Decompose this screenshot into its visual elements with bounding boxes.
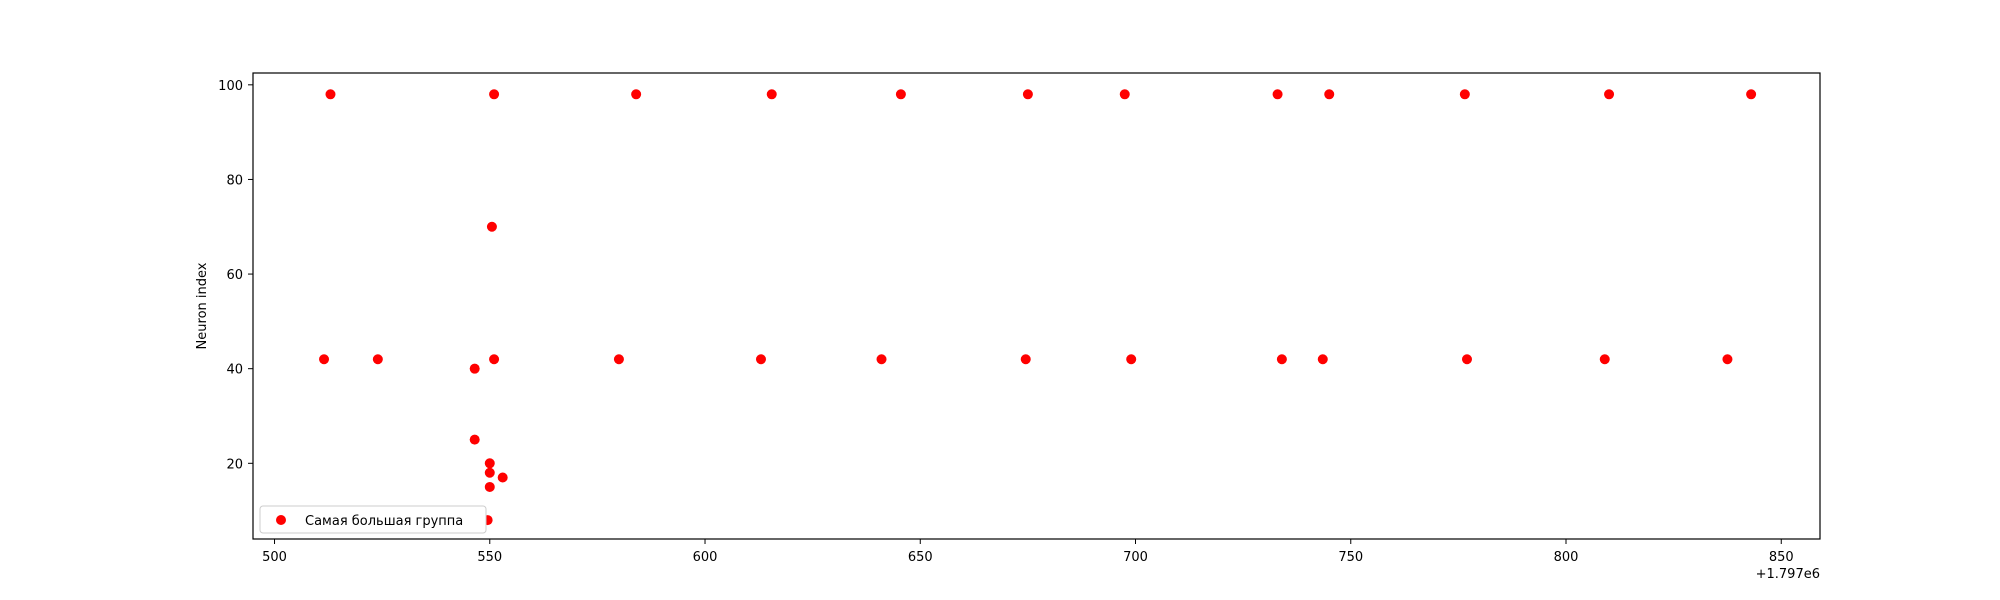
x-tick-label: 850 — [1769, 550, 1794, 565]
data-point — [613, 354, 624, 365]
data-point — [325, 89, 336, 100]
data-point — [1604, 89, 1615, 100]
legend-box — [259, 505, 487, 534]
data-point — [489, 354, 500, 365]
y-axis-ticks: 20 40 60 80 100 — [218, 79, 253, 472]
data-point — [1276, 354, 1287, 365]
x-tick-label: 500 — [262, 550, 287, 565]
data-point — [1317, 354, 1328, 365]
data-point — [469, 434, 480, 445]
data-point — [1722, 354, 1733, 365]
x-tick-label: 550 — [477, 550, 502, 565]
legend: Самая большая группа — [259, 505, 487, 534]
data-points — [319, 89, 1757, 526]
legend-marker — [276, 515, 286, 525]
data-point — [497, 472, 508, 483]
data-point — [484, 458, 495, 469]
data-point — [895, 89, 906, 100]
data-point — [486, 221, 497, 232]
y-tick-label: 60 — [226, 268, 243, 283]
data-point — [319, 354, 330, 365]
y-tick-label: 20 — [226, 457, 243, 472]
data-point — [1022, 89, 1033, 100]
data-point — [876, 354, 887, 365]
data-point — [1599, 354, 1610, 365]
y-tick-label: 100 — [218, 79, 243, 94]
data-point — [1119, 89, 1130, 100]
data-point — [1746, 89, 1757, 100]
data-point — [1459, 89, 1470, 100]
data-point — [469, 363, 480, 374]
x-tick-label: 750 — [1338, 550, 1363, 565]
data-point — [766, 89, 777, 100]
data-point — [1020, 354, 1031, 365]
data-point — [755, 354, 766, 365]
x-axis-ticks: 500 550 600 650 700 750 800 850 — [262, 539, 1794, 565]
x-tick-label: 600 — [693, 550, 718, 565]
data-point — [484, 467, 495, 478]
data-point — [489, 89, 500, 100]
data-point — [631, 89, 642, 100]
y-tick-label: 40 — [226, 363, 243, 378]
x-offset-label: +1.797e6 — [1756, 567, 1820, 582]
y-axis-label: Neuron index — [195, 262, 210, 349]
y-tick-label: 80 — [226, 173, 243, 188]
data-point — [1461, 354, 1472, 365]
plot-area — [253, 73, 1820, 539]
data-point — [372, 354, 383, 365]
data-point — [1126, 354, 1137, 365]
plot-frame — [252, 72, 1821, 540]
x-tick-label: 700 — [1123, 550, 1148, 565]
x-tick-label: 800 — [1554, 550, 1579, 565]
x-tick-label: 650 — [908, 550, 933, 565]
data-point — [1324, 89, 1335, 100]
data-point — [484, 481, 495, 492]
legend-label: Самая большая группа — [305, 514, 463, 529]
data-point — [1272, 89, 1283, 100]
